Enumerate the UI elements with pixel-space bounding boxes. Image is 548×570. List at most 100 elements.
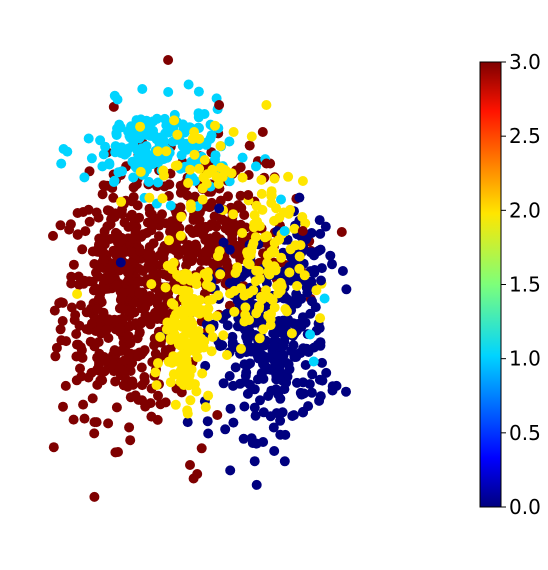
data-point (133, 351, 144, 362)
data-point (139, 372, 150, 382)
data-point (65, 219, 76, 230)
data-point (98, 254, 109, 265)
data-point (98, 149, 109, 160)
data-point (252, 216, 263, 227)
data-point (123, 143, 134, 154)
data-point (230, 362, 241, 373)
data-point (118, 380, 129, 391)
data-point (215, 141, 226, 151)
data-point (297, 176, 308, 186)
data-point (48, 442, 59, 453)
data-point (170, 399, 181, 410)
data-point (75, 342, 86, 353)
data-point (267, 295, 278, 306)
data-point (269, 173, 280, 184)
data-point (269, 237, 280, 248)
data-point (253, 266, 264, 276)
data-point (144, 314, 155, 325)
data-point (201, 178, 212, 189)
data-point (91, 417, 102, 428)
data-point (165, 226, 175, 237)
data-point (144, 242, 155, 252)
data-point (75, 363, 85, 374)
data-point (175, 230, 186, 241)
data-point (115, 257, 126, 268)
data-point (218, 237, 229, 248)
data-point (151, 380, 162, 391)
data-point (141, 153, 152, 164)
data-point (281, 316, 292, 327)
data-point (153, 177, 163, 188)
data-point (163, 127, 174, 138)
scatter-points (48, 55, 352, 502)
data-point (137, 84, 148, 94)
data-point (214, 203, 225, 214)
data-point (265, 320, 276, 331)
data-point (208, 236, 219, 247)
data-point (135, 245, 145, 256)
data-point (297, 212, 308, 222)
data-point (237, 152, 248, 163)
data-point (283, 171, 294, 182)
data-point (213, 251, 223, 262)
data-point (279, 336, 290, 347)
data-point (119, 355, 130, 366)
data-point (280, 429, 291, 440)
data-point (271, 203, 282, 214)
data-point (137, 395, 147, 406)
data-point (258, 437, 269, 447)
data-point (341, 386, 351, 397)
data-point (188, 473, 199, 484)
data-point (336, 227, 347, 237)
data-point (206, 346, 217, 357)
data-point (289, 223, 300, 234)
data-point (243, 288, 254, 299)
data-point (244, 315, 254, 325)
data-point (86, 318, 97, 329)
data-point (183, 178, 194, 188)
data-point (155, 399, 166, 410)
data-point (224, 371, 235, 381)
data-point (224, 244, 235, 255)
data-point (203, 428, 214, 439)
data-point (257, 204, 268, 215)
data-point (235, 190, 246, 201)
data-point (135, 166, 146, 177)
data-point (237, 228, 248, 238)
data-point (171, 318, 182, 329)
data-point (200, 360, 211, 371)
data-point (61, 336, 72, 347)
data-point (279, 456, 290, 467)
data-point (55, 220, 66, 231)
data-point (288, 340, 299, 351)
data-point (225, 465, 236, 476)
data-point (124, 422, 135, 433)
data-point (162, 260, 173, 271)
data-point (153, 390, 163, 401)
data-point (316, 275, 326, 286)
data-point (103, 418, 114, 429)
data-point (185, 460, 195, 470)
data-point (146, 279, 157, 290)
data-point (133, 152, 144, 163)
data-point (256, 174, 267, 185)
data-point (224, 278, 235, 289)
data-point (124, 264, 135, 275)
data-point (108, 101, 119, 112)
data-point (261, 100, 272, 110)
data-point (273, 389, 284, 400)
data-point (112, 123, 123, 134)
data-point (254, 333, 265, 344)
data-point (201, 279, 212, 290)
data-point (256, 188, 267, 199)
data-point (239, 401, 250, 412)
data-point (274, 370, 284, 381)
data-point (177, 360, 188, 371)
data-point (132, 200, 143, 211)
data-point (235, 162, 246, 173)
data-point (80, 226, 91, 237)
data-point (327, 259, 337, 270)
data-point (203, 311, 214, 322)
data-point (188, 215, 199, 225)
